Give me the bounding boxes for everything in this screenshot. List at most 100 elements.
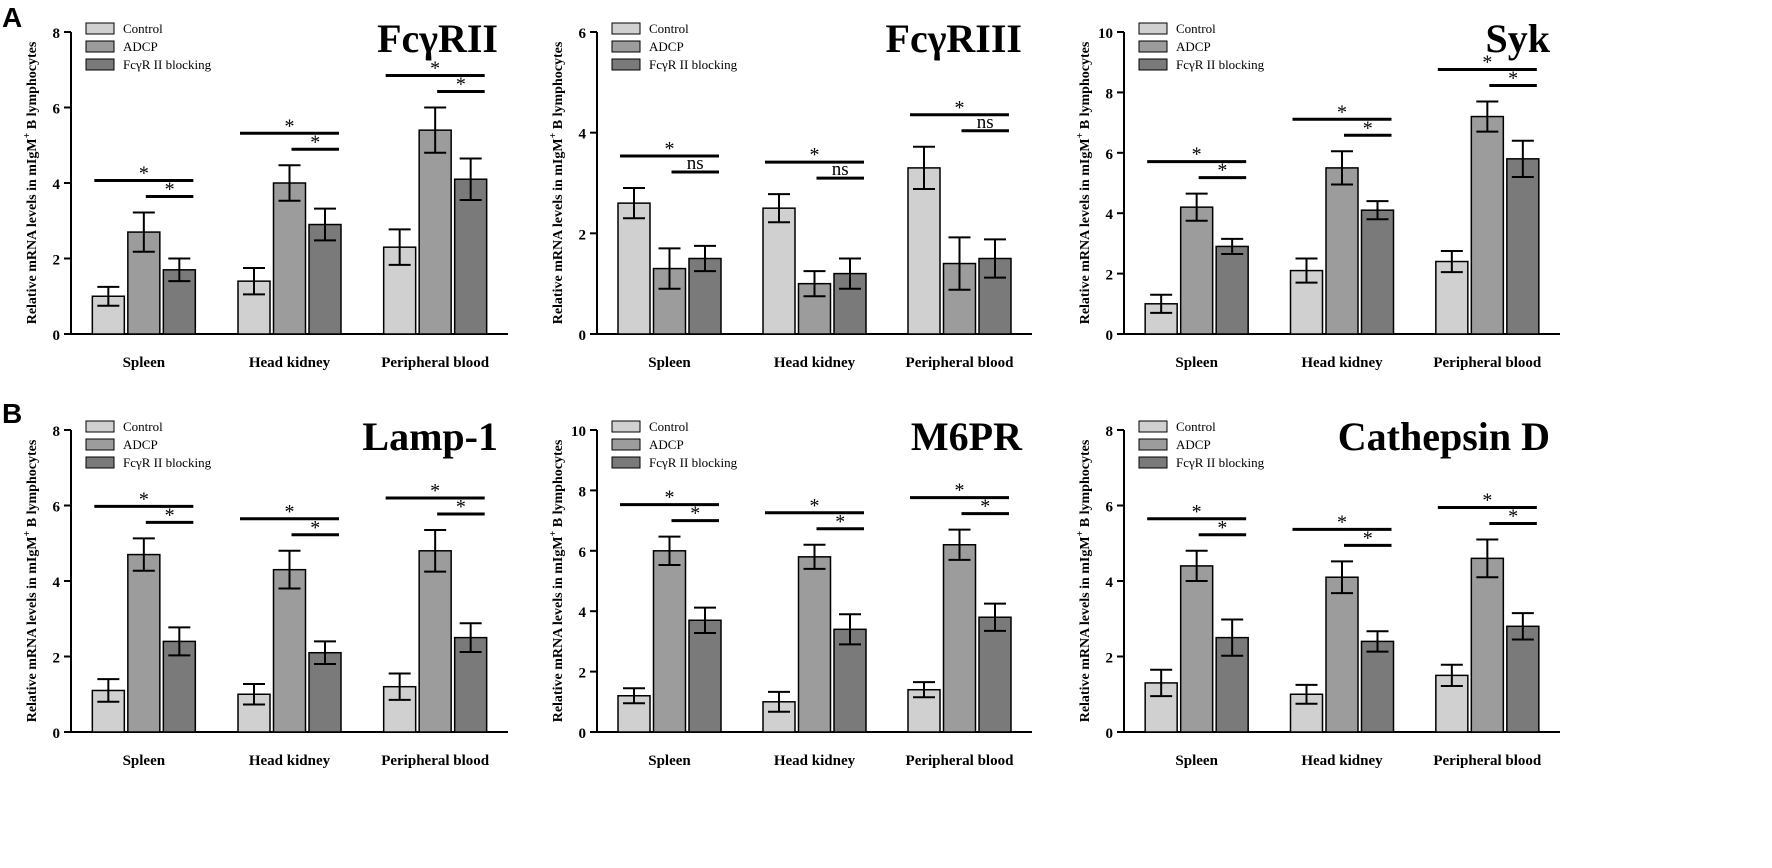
x-tick-label: Spleen — [1175, 753, 1218, 769]
chart-title: FcγRII — [377, 16, 498, 61]
y-tick-label: 4 — [579, 127, 587, 143]
significance-label-lower: * — [1508, 505, 1518, 527]
y-axis-label-tail: B lymphocytes — [551, 41, 566, 133]
bar-control-spleen — [91, 295, 126, 335]
y-tick-label: 8 — [579, 484, 587, 500]
bar-control-head-kidney — [237, 693, 271, 733]
legend-swatch-fc-r-ii-blocking — [611, 456, 641, 469]
x-tick-label: Peripheral blood — [906, 753, 1015, 769]
legend-swatch-adcp — [1138, 438, 1168, 451]
significance-label-lower: ns — [832, 159, 849, 180]
y-tick-label: 0 — [579, 726, 587, 742]
legend-swatch-adcp — [1138, 40, 1168, 53]
chart-5-group: 0 2 4 6 8 Relative mRNA levels in mIgM+ B lym… — [1075, 414, 1560, 769]
y-axis-label-tail: B lymphocytes — [25, 41, 40, 133]
significance-label-upper: * — [430, 58, 440, 80]
y-tick-label: 6 — [1106, 500, 1114, 516]
bar-adcp-head-kidney — [1325, 167, 1359, 335]
bar-control-spleen — [1144, 303, 1178, 335]
legend-swatch-fc-r-ii-blocking — [85, 456, 115, 469]
y-axis-label-tail: B lymphocytes — [551, 439, 566, 531]
bar-control-peripheral-blood — [1435, 260, 1469, 335]
legend-swatch-control — [611, 420, 641, 433]
y-tick-label: 0 — [53, 726, 61, 742]
chart-title: Cathepsin D — [1338, 414, 1550, 459]
x-tick-label: Head kidney — [249, 753, 331, 769]
bar-adcp-peripheral-blood — [942, 262, 977, 335]
bar-control-peripheral-blood — [382, 246, 417, 335]
significance-label-upper: * — [1337, 101, 1347, 123]
legend-label-fc-r-ii-blocking: FcγR II blocking — [123, 455, 212, 470]
legend-swatch-fc-r-ii-blocking — [85, 58, 115, 71]
y-axis-label: Relative mRNA levels in mIgM+ B lymphocy… — [1075, 41, 1093, 324]
bar-control-peripheral-blood — [907, 167, 941, 335]
y-tick-label: 2 — [579, 227, 587, 243]
legend-label-control: Control — [1176, 419, 1216, 434]
chart-title: Lamp-1 — [362, 414, 498, 459]
significance-label-upper: * — [285, 115, 295, 137]
chart-2-group: 0 2 4 6 8 10 Relative mRNA levels in mIgM+ B l… — [1075, 16, 1560, 371]
bar-fc-r-ii-blocking-spleen — [162, 640, 197, 733]
significance-label-upper: * — [810, 144, 820, 166]
y-axis-label-sup: + — [1075, 530, 1086, 536]
legend-label-fc-r-ii-blocking: FcγR II blocking — [123, 57, 212, 72]
bar-adcp-spleen — [1179, 565, 1214, 733]
significance-label-lower: * — [456, 74, 466, 96]
y-tick-label: 4 — [1106, 575, 1114, 591]
chart-4-group: 0 2 4 6 8 10 Relative mRNA levels in mIgM+ B l… — [548, 414, 1032, 769]
y-axis-label-sup: + — [548, 132, 559, 138]
y-tick-label: 6 — [1106, 147, 1114, 163]
x-tick-label: Head kidney — [1301, 355, 1383, 371]
chart-3-group: 0 2 4 6 8 Relative mRNA levels in mIgM+ B lym… — [22, 414, 508, 769]
bar-fc-r-ii-blocking-peripheral-blood — [453, 636, 488, 733]
x-tick-label: Head kidney — [1301, 753, 1383, 769]
significance-label-upper: * — [955, 480, 965, 502]
significance-label-lower: * — [980, 496, 990, 518]
legend-label-adcp: ADCP — [649, 437, 684, 452]
legend-swatch-fc-r-ii-blocking — [611, 58, 641, 71]
legend-label-adcp: ADCP — [1176, 437, 1211, 452]
significance-label-upper: * — [430, 480, 440, 502]
bar-control-head-kidney — [1289, 269, 1324, 335]
significance-label-upper: * — [1337, 511, 1347, 533]
bar-control-spleen — [91, 689, 126, 733]
significance-label-upper: * — [285, 501, 295, 523]
y-tick-label: 2 — [579, 666, 587, 682]
y-tick-label: 10 — [1098, 26, 1113, 42]
significance-label-lower: * — [165, 504, 175, 526]
chart-title: M6PR — [911, 414, 1023, 459]
significance-label-upper: * — [665, 487, 675, 509]
bar-fc-r-ii-blocking-peripheral-blood — [453, 178, 488, 335]
y-tick-label: 4 — [53, 177, 61, 193]
bar-adcp-peripheral-blood — [1470, 557, 1505, 733]
significance-label-upper: * — [955, 97, 965, 119]
bar-control-peripheral-blood — [382, 685, 417, 733]
significance-label-upper: * — [1482, 489, 1492, 511]
significance-label-lower: * — [456, 496, 466, 518]
legend-swatch-control — [1138, 420, 1168, 433]
legend-swatch-control — [1138, 22, 1168, 35]
y-axis-label-tail: B lymphocytes — [25, 439, 40, 531]
significance-label-lower: * — [690, 503, 700, 525]
y-tick-label: 2 — [53, 651, 61, 667]
legend-swatch-control — [85, 22, 115, 35]
x-tick-label: Peripheral blood — [1433, 355, 1542, 371]
bar-control-head-kidney — [762, 207, 796, 335]
y-axis-label-main: Relative mRNA levels in mIgM — [551, 138, 566, 324]
bar-control-head-kidney — [762, 701, 796, 733]
bar-fc-r-ii-blocking-peripheral-blood — [1506, 158, 1540, 335]
legend-label-fc-r-ii-blocking: FcγR II blocking — [1176, 455, 1265, 470]
chart-title: Syk — [1486, 16, 1551, 61]
x-tick-label: Spleen — [123, 753, 166, 769]
bar-adcp-spleen — [652, 550, 687, 733]
significance-label-lower: * — [310, 131, 320, 153]
legend-label-fc-r-ii-blocking: FcγR II blocking — [1176, 57, 1265, 72]
legend-swatch-control — [85, 420, 115, 433]
legend-label-control: Control — [1176, 21, 1216, 36]
bar-fc-r-ii-blocking-head-kidney — [1360, 640, 1395, 733]
chart-0-group: 0 2 4 6 8 Relative mRNA levels in mIgM+ B lym… — [22, 16, 508, 371]
significance-label-lower: ns — [977, 112, 994, 133]
y-axis-label-tail: B lymphocytes — [1078, 41, 1093, 133]
